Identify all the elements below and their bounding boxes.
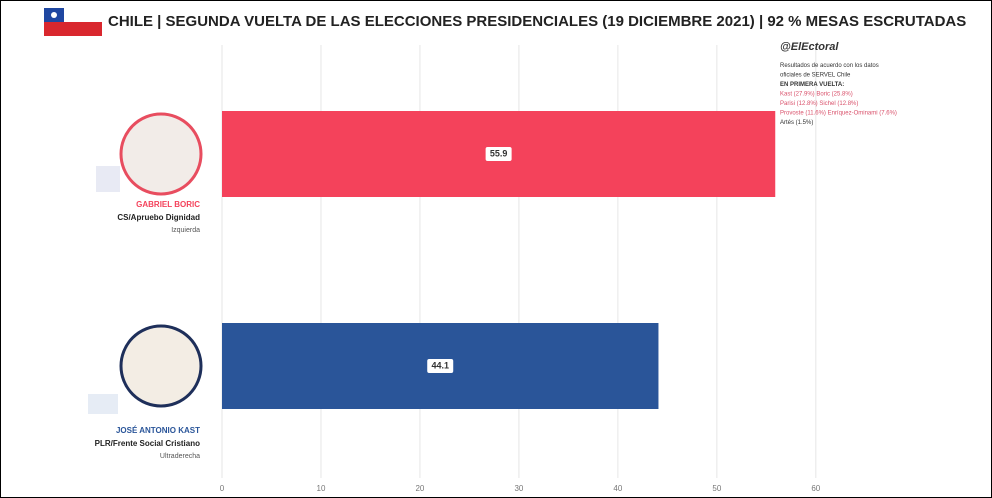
flag	[44, 8, 102, 36]
annotation: Parisi (12.8%) Sichel (12.8%)	[780, 101, 858, 107]
annotation: Resultados de acuerdo con los datos	[780, 63, 879, 69]
candidate-ideology: Izquierda	[171, 227, 200, 234]
annotation: Kast (27.9%) Boric (25.8%)	[780, 92, 853, 98]
candidate-name: JOSÉ ANTONIO KAST	[116, 426, 200, 435]
x-tick-label: 0	[220, 484, 225, 493]
party-logo	[96, 166, 120, 192]
x-tick-label: 30	[514, 484, 523, 493]
annotation: EN PRIMERA VUELTA:	[780, 82, 844, 88]
annotation: Artés (1.5%)	[780, 120, 813, 126]
candidate-party: CS/Apruebo Dignidad	[117, 213, 200, 222]
party-logo	[88, 394, 118, 414]
x-tick-label: 20	[415, 484, 424, 493]
value-label: 44.1	[431, 360, 449, 370]
value-label-box	[485, 147, 512, 161]
x-tick-label: 40	[613, 484, 622, 493]
value-label: 55.9	[490, 148, 508, 158]
value-label-box	[427, 359, 454, 373]
annotation: oficiales de SERVEL Chile	[780, 73, 851, 79]
annotation: @ElEctoral	[780, 41, 839, 53]
x-tick-label: 60	[811, 484, 820, 493]
avatar	[119, 112, 203, 196]
candidate-ideology: Ultraderecha	[160, 453, 200, 460]
x-tick-label: 50	[712, 484, 721, 493]
candidate-name: GABRIEL BORIC	[136, 200, 200, 209]
chart-title: CHILE | SEGUNDA VUELTA DE LAS ELECCIONES…	[108, 13, 966, 30]
annotation: Provoste (11.6%) Enríquez-Ominami (7.6%)	[780, 111, 897, 117]
avatar	[119, 324, 203, 408]
candidate-party: PLR/Frente Social Cristiano	[95, 439, 200, 448]
x-tick-label: 10	[317, 484, 326, 493]
